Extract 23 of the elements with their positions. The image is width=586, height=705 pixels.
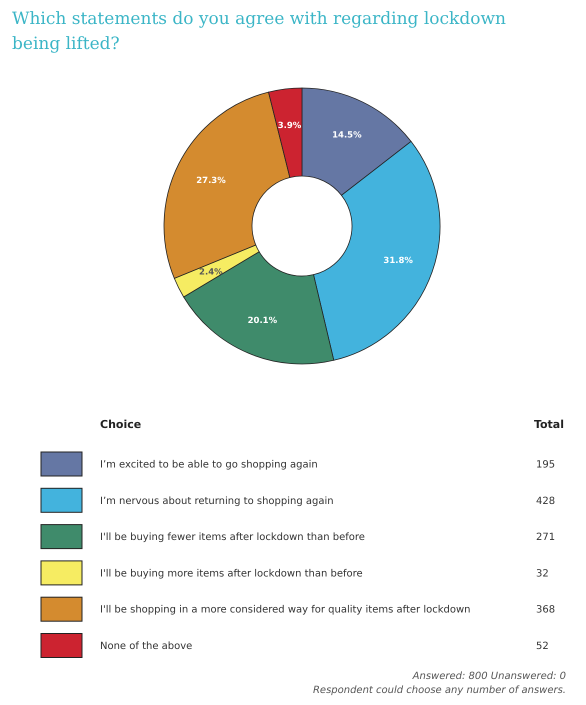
data-label: 2.4% [199,268,224,278]
data-label: 195 [536,460,556,470]
legend-label: I'll be buying fewer items after lockdown than before [100,532,365,544]
text: Total [534,418,564,431]
legend-label: I’m excited to be able to go shopping again [100,460,318,470]
data-label: 368 [536,604,556,616]
data-label: 52 [536,641,549,652]
data-label: 3.9% [278,120,302,131]
legend-label: I'll be shopping in a more considered way for quality items after lockdown [100,604,471,616]
data-label: 428 [536,496,556,507]
data-label: 271 [536,532,556,544]
chart-title: Which statements do you agree with regarding lockdown being lifted? [12,9,506,54]
data-label: 31.8% [383,256,414,266]
legend-label: I’m nervous about returning to shopping again [100,496,334,507]
data-label: 27.3% [196,176,226,186]
legend-label: None of the above [100,641,192,652]
data-label: 20.1% [248,316,278,326]
data-label: 14.5% [332,130,362,140]
data-label: 32 [536,568,549,580]
legend-label: I'll be buying more items after lockdown than before [100,568,363,580]
text: Answered: 800 Unanswered: 0 [412,671,566,682]
legend-title: Choice [100,418,142,431]
text: Respondent could choose any number of answers. [312,685,566,696]
